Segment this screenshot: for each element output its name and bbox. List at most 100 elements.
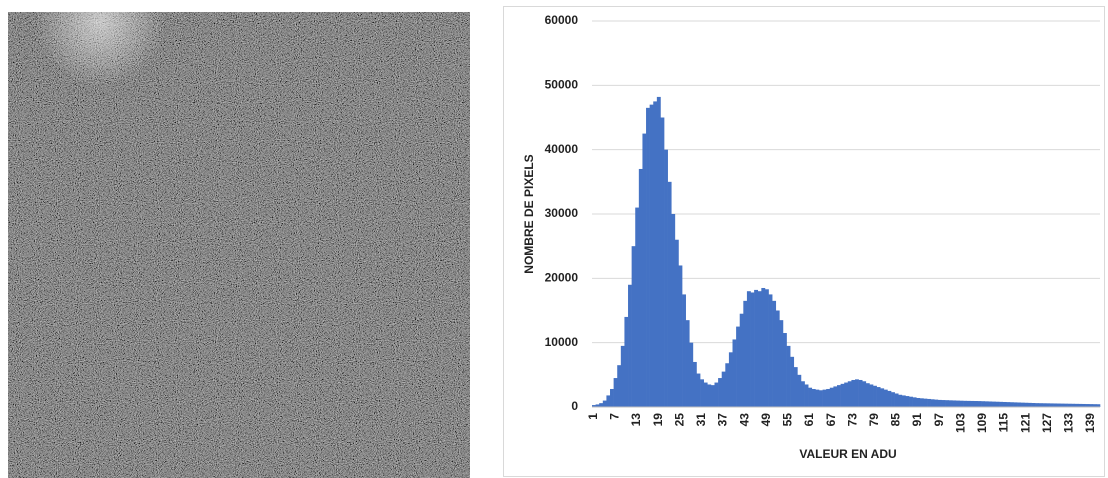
bar xyxy=(624,316,629,407)
bar xyxy=(822,389,827,407)
x-tick-label: 103 xyxy=(953,413,967,433)
y-tick-label: 40000 xyxy=(545,142,579,156)
y-tick-label: 10000 xyxy=(545,335,579,349)
bar xyxy=(714,382,719,407)
bar xyxy=(628,284,632,407)
bar xyxy=(736,326,741,407)
x-tick-label: 115 xyxy=(997,413,1011,433)
bar xyxy=(1078,403,1083,407)
bar xyxy=(927,398,931,407)
bar xyxy=(977,401,982,407)
bar xyxy=(638,168,643,407)
bar xyxy=(941,400,946,407)
bar xyxy=(617,365,622,407)
bar xyxy=(782,333,787,407)
bar xyxy=(660,117,665,407)
bar xyxy=(667,181,672,407)
bar xyxy=(945,400,949,407)
bar xyxy=(620,345,625,407)
bar xyxy=(1096,404,1101,407)
bar xyxy=(912,397,917,407)
y-tick-label: 50000 xyxy=(545,78,579,92)
bar xyxy=(891,392,895,407)
bar xyxy=(1038,403,1043,407)
bar xyxy=(664,149,668,407)
bar xyxy=(739,313,744,407)
bar xyxy=(725,363,730,407)
bar xyxy=(952,400,957,407)
bar xyxy=(855,379,859,407)
bar xyxy=(829,387,834,407)
bar xyxy=(930,399,935,407)
bar xyxy=(689,342,694,407)
x-tick-label: 109 xyxy=(975,413,989,433)
bar xyxy=(678,265,683,407)
bar xyxy=(811,388,816,407)
bar xyxy=(757,291,762,407)
bar xyxy=(1089,404,1094,407)
bar xyxy=(1060,403,1065,407)
bar xyxy=(642,133,647,408)
bar xyxy=(786,345,791,407)
y-axis-title: NOMBRE DE PIXELS xyxy=(522,154,536,273)
x-tick-label: 79 xyxy=(867,413,881,427)
bar xyxy=(602,400,607,407)
bar xyxy=(991,401,996,407)
bar xyxy=(948,400,953,407)
bar xyxy=(1053,403,1058,407)
bar xyxy=(836,385,841,407)
bar xyxy=(1056,403,1061,407)
bar xyxy=(768,294,773,407)
bar xyxy=(800,381,805,407)
x-tick-label: 61 xyxy=(802,413,816,427)
bar xyxy=(970,400,975,407)
bar xyxy=(1002,401,1007,407)
bar xyxy=(646,107,650,407)
bar xyxy=(808,387,813,407)
bar xyxy=(937,399,942,407)
bar xyxy=(844,382,849,407)
chart-frame xyxy=(503,6,1105,477)
bar xyxy=(901,395,906,407)
bar xyxy=(761,287,766,407)
bar xyxy=(682,294,686,407)
bar xyxy=(1024,402,1029,407)
bar xyxy=(1067,403,1072,407)
bar xyxy=(1006,402,1011,407)
x-tick-label: 7 xyxy=(608,413,622,420)
bar xyxy=(905,396,910,407)
x-tick-label: 91 xyxy=(910,413,924,427)
bar xyxy=(869,384,874,407)
bar xyxy=(635,207,640,407)
bar xyxy=(649,104,654,407)
bar xyxy=(1013,402,1018,407)
y-tick-label: 30000 xyxy=(545,206,579,220)
bar xyxy=(1074,403,1079,407)
bar xyxy=(754,289,759,407)
bar xyxy=(1031,403,1036,407)
x-tick-label: 97 xyxy=(932,413,946,427)
bar xyxy=(955,400,960,407)
bar xyxy=(988,401,993,407)
x-tick-label: 37 xyxy=(716,413,730,427)
bar xyxy=(772,300,777,407)
bar xyxy=(1017,402,1022,407)
bar xyxy=(750,292,755,407)
bar xyxy=(1085,404,1090,407)
bar xyxy=(779,320,784,407)
bar xyxy=(793,367,798,407)
x-tick-label: 49 xyxy=(759,413,773,427)
y-tick-label: 20000 xyxy=(545,271,579,285)
x-tick-label: 19 xyxy=(651,413,665,427)
y-tick-label: 60000 xyxy=(545,13,579,27)
bar xyxy=(973,401,978,407)
bar xyxy=(934,399,939,407)
bar xyxy=(685,320,690,407)
x-tick-label: 13 xyxy=(629,413,643,427)
x-tick-label: 139 xyxy=(1083,413,1097,433)
bar xyxy=(873,385,877,407)
x-tick-label: 67 xyxy=(824,413,838,427)
bar xyxy=(1063,403,1068,407)
bar xyxy=(959,400,964,407)
